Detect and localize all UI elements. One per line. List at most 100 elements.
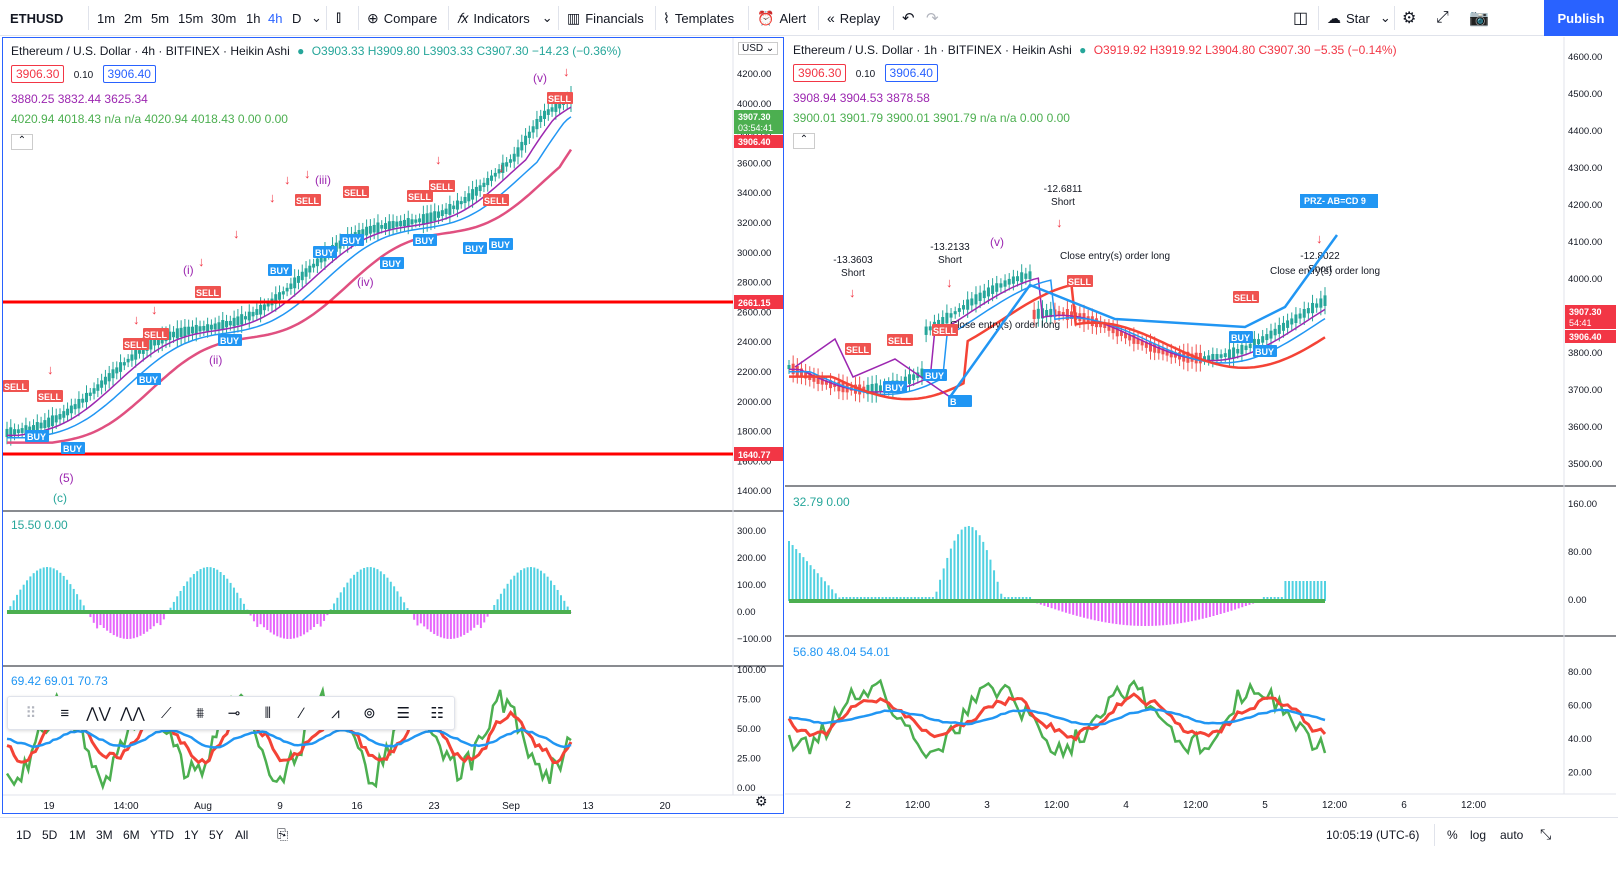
range-5d[interactable]: 5D [42, 828, 58, 842]
range-5y[interactable]: 5Y [209, 828, 224, 842]
sell-signal-badge [845, 343, 871, 355]
histogram-bar [172, 601, 175, 612]
spiral-icon[interactable]: ⊚ [363, 705, 376, 722]
time-tick: 9 [277, 801, 283, 812]
candle-body [319, 255, 323, 263]
candle-body [281, 291, 285, 295]
alert-button[interactable]: ⏰ Alert [757, 9, 807, 26]
financials-button[interactable]: ▥ Financials [567, 9, 644, 26]
candle-body [1294, 314, 1298, 324]
projection-icon[interactable]: ☰ [396, 705, 410, 722]
abcd-icon[interactable]: ⋀⋀ [120, 705, 145, 722]
xabcd-icon[interactable]: ⋀⋁ [86, 705, 111, 722]
auto-toggle[interactable]: auto [1500, 828, 1524, 842]
histogram-bar [1090, 601, 1093, 620]
histogram-bar [978, 535, 981, 601]
interval-15m[interactable]: 15m [178, 10, 204, 26]
candle-body [543, 110, 547, 119]
histogram-bar [486, 612, 489, 617]
interval-d[interactable]: D [292, 10, 302, 26]
interval-1h[interactable]: 1h [246, 10, 261, 26]
histogram-bar [1313, 581, 1316, 601]
candle-body [554, 102, 558, 112]
interval-2m[interactable]: 2m [124, 10, 143, 26]
cypher-icon[interactable]: ⩩ [196, 704, 205, 722]
undo-icon[interactable]: ↶ [902, 10, 915, 27]
close-entry-label: Close entry(s) order long [1270, 266, 1380, 277]
fullscreen-icon[interactable]: ⤢ [1436, 9, 1449, 26]
time-tick: 12:00 [1322, 800, 1347, 811]
vlines-icon[interactable]: ⦀ [264, 704, 272, 722]
candle-body [524, 135, 528, 146]
range-1y[interactable]: 1Y [184, 828, 199, 842]
osc-tick: 0.00 [737, 607, 756, 618]
interval-5m[interactable]: 5m [151, 10, 170, 26]
sell-signal-badge [3, 380, 29, 392]
collapse-legend-icon[interactable]: ⌃ [793, 133, 815, 149]
buy-signal-text: BUY [491, 240, 510, 250]
triangle-icon[interactable]: ⟋ [161, 704, 172, 722]
gear-icon[interactable]: ⚙ [1402, 10, 1417, 27]
publish-button[interactable]: Publish [1544, 0, 1618, 36]
indicators-button[interactable]: 𝑓x Indicators ⌄ [457, 9, 553, 26]
buy-signal-text: BUY [220, 336, 239, 346]
chart-type-icon[interactable]: ⫾ [336, 9, 342, 26]
left-chart-panel[interactable]: 4200.00 4000.00 3800.00 3600.00 3400.00 3200.… [2, 37, 784, 814]
camera-icon[interactable]: 📷 [1469, 10, 1489, 27]
range-6m[interactable]: 6M [123, 828, 140, 842]
ranges-icon[interactable]: ☷ [430, 705, 444, 722]
candle-body [134, 349, 138, 360]
elliott-icon[interactable]: ⩘ [331, 704, 340, 722]
bid-price[interactable]: 3906.30 [11, 65, 65, 83]
replay-button[interactable]: «Replay [827, 10, 881, 26]
currency-select[interactable]: USD ⌄ [738, 42, 779, 55]
interval-30m[interactable]: 30m [211, 10, 237, 26]
range-all[interactable]: All [235, 828, 249, 842]
ask-price[interactable]: 3906.40 [884, 64, 938, 82]
redo-icon[interactable]: ↷ [926, 10, 939, 27]
maximize-icon[interactable]: ⤡ [1540, 826, 1552, 842]
histogram-bar [539, 570, 542, 612]
right-chart-canvas[interactable]: 4600.00 4500.00 4400.00 4300.00 4200.00 4100.… [785, 37, 1616, 814]
right-chart-panel[interactable]: 4600.00 4500.00 4400.00 4300.00 4200.00 4100.… [785, 37, 1616, 814]
log-toggle[interactable]: log [1470, 828, 1487, 842]
layout-icon[interactable]: ◫ [1293, 10, 1309, 27]
symbol-search[interactable]: ETHUSD [10, 0, 63, 36]
bid-ask-row: 3906.30 0.10 3906.40 [793, 64, 938, 82]
histogram-bar [939, 579, 942, 601]
buy-signal-badge [413, 234, 437, 246]
candle-body [1153, 343, 1157, 353]
candle-body [365, 226, 369, 236]
candle-body [251, 311, 255, 317]
left-chart-canvas[interactable]: 4200.00 4000.00 3800.00 3600.00 3400.00 3200.… [3, 38, 784, 814]
drag-handle-icon[interactable]: ⠿ [25, 705, 37, 722]
range-ytd[interactable]: YTD [150, 828, 174, 842]
candle-body [126, 358, 130, 363]
clock-timezone[interactable]: 10:05:19 (UTC-6) [1326, 828, 1420, 842]
ask-price[interactable]: 3906.40 [102, 65, 156, 83]
candle-body [13, 429, 17, 435]
interval-4h[interactable]: 4h [268, 10, 283, 26]
candle-body [247, 311, 251, 321]
histogram-bar [1295, 581, 1298, 601]
bid-price[interactable]: 3906.30 [793, 64, 847, 82]
time-tick: 12:00 [905, 800, 930, 811]
collapse-legend-icon[interactable]: ⌃ [11, 134, 33, 150]
compare-button[interactable]: ⊕ Compare [367, 9, 438, 26]
range-3m[interactable]: 3M [96, 828, 113, 842]
prz-badge-bg [1300, 194, 1378, 208]
interval-1m[interactable]: 1m [97, 10, 116, 26]
line-icon[interactable]: ⊸ [227, 705, 241, 722]
range-1m[interactable]: 1M [69, 828, 86, 842]
interval-dropdown-icon[interactable]: ⌄ [311, 10, 322, 25]
pattern-icon[interactable]: ≡ [60, 704, 70, 722]
star-button[interactable]: ☁ Star ⌄ [1327, 9, 1391, 26]
trade-annotation-side: Short [1051, 197, 1075, 208]
range-1d[interactable]: 1D [16, 828, 32, 842]
candle-body [1036, 308, 1040, 319]
templates-button[interactable]: ⌇ Templates [663, 9, 735, 26]
cloud-icon: ☁ [1327, 9, 1341, 26]
percent-toggle[interactable]: % [1447, 828, 1458, 842]
goto-date-icon[interactable]: ⎘ [277, 826, 289, 842]
trendline-icon[interactable]: ∕ [300, 704, 303, 722]
